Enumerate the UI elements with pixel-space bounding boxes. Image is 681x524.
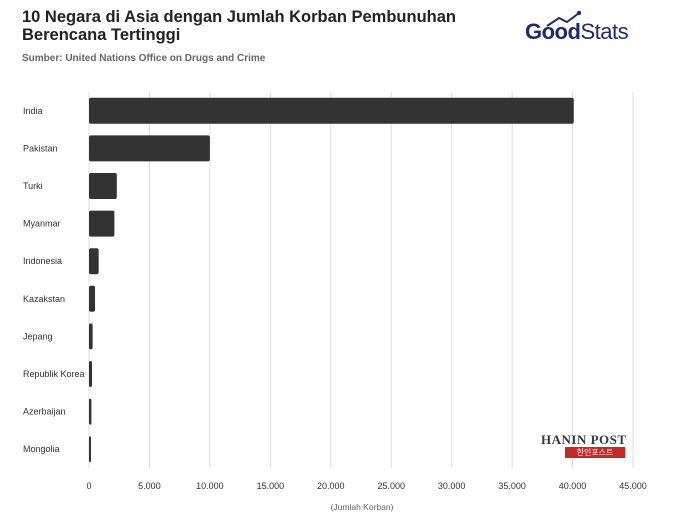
category-label: Azerbaijan bbox=[23, 407, 66, 417]
bar bbox=[89, 436, 91, 463]
x-tick-label: 30.000 bbox=[438, 481, 466, 491]
hanin-post-watermark: HANIN POST 한인포스트 bbox=[541, 433, 651, 463]
bar bbox=[89, 398, 92, 425]
chart-title: 10 Negara di Asia dengan Jumlah Korban P… bbox=[22, 8, 456, 44]
bar bbox=[89, 285, 96, 312]
x-tick-label: 45.000 bbox=[619, 481, 647, 491]
category-label: Turki bbox=[23, 181, 43, 191]
goodstats-logo: GoodStats bbox=[525, 10, 645, 44]
category-label: Jepang bbox=[23, 331, 53, 341]
x-tick-label: 35.000 bbox=[498, 481, 526, 491]
category-label: Myanmar bbox=[23, 219, 61, 229]
category-label: Mongolia bbox=[23, 444, 60, 454]
bar bbox=[89, 97, 574, 124]
category-label: Kazakstan bbox=[23, 294, 65, 304]
x-tick-label: 20.000 bbox=[317, 481, 345, 491]
category-label: Pakistan bbox=[23, 143, 58, 153]
bar bbox=[89, 248, 99, 275]
x-axis-label: (Jumlah Korban) bbox=[331, 502, 394, 512]
bar bbox=[89, 361, 93, 387]
category-label: India bbox=[23, 106, 43, 116]
watermark-bottom-text: 한인포스트 bbox=[565, 447, 625, 458]
x-tick-label: 0 bbox=[86, 481, 91, 491]
logo-text-stats: Stats bbox=[580, 19, 629, 44]
logo-wordmark: GoodStats bbox=[525, 19, 629, 45]
trend-arrow-icon bbox=[546, 10, 582, 27]
category-label: Indonesia bbox=[23, 256, 62, 266]
x-tick-label: 40.000 bbox=[559, 481, 587, 491]
bar bbox=[89, 210, 115, 237]
x-tick-label: 5.000 bbox=[138, 481, 161, 491]
bar bbox=[89, 173, 117, 199]
watermark-top-text: HANIN POST bbox=[541, 432, 627, 447]
x-tick-label: 15.000 bbox=[257, 481, 285, 491]
bar bbox=[89, 323, 93, 350]
bar bbox=[89, 135, 210, 162]
category-label: Republik Korea bbox=[23, 369, 85, 379]
chart-source: Sumber: United Nations Office on Drugs a… bbox=[22, 53, 266, 64]
x-tick-label: 10.000 bbox=[196, 481, 224, 491]
x-tick-label: 25.000 bbox=[377, 481, 405, 491]
